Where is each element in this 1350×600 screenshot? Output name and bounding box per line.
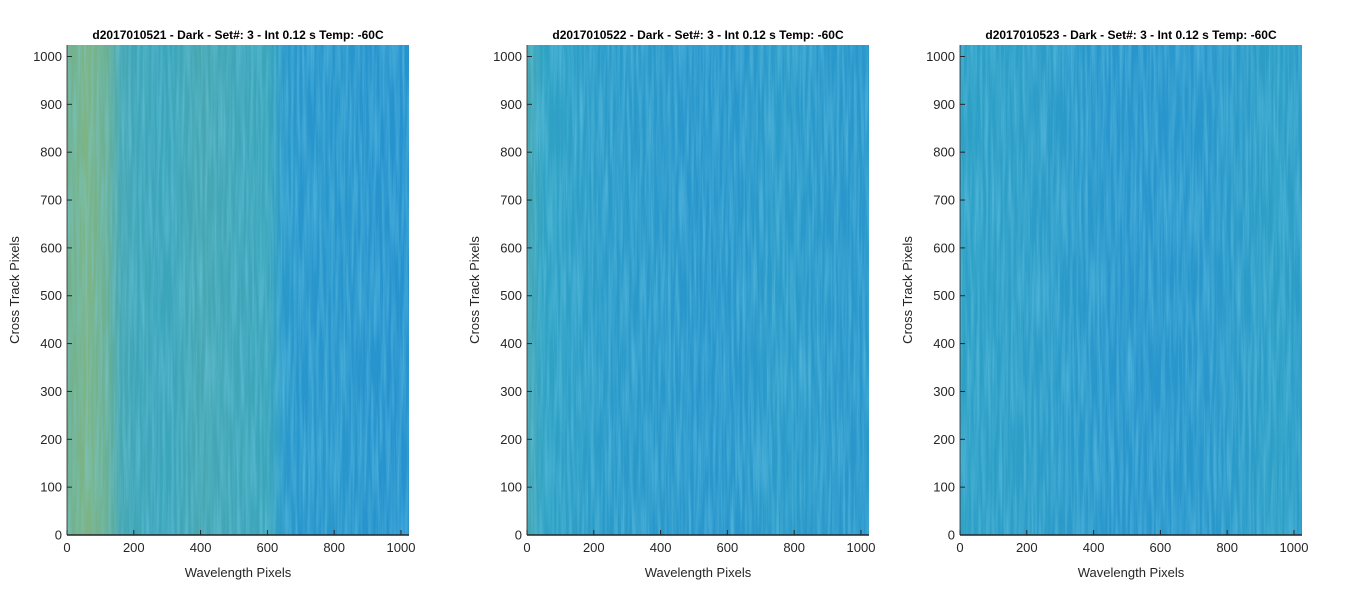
y-tick-label: 0	[55, 528, 62, 543]
x-axis-label-1: Wavelength Pixels	[185, 565, 292, 580]
noise-overlay-3	[960, 45, 1302, 535]
y-tick-label: 700	[933, 193, 955, 208]
subplot-3: d2017010523 - Dark - Set#: 3 - Int 0.12 …	[900, 28, 1308, 580]
y-tick-label: 300	[500, 384, 522, 399]
y-tick-label: 1000	[926, 49, 955, 64]
x-tick-label: 600	[717, 540, 739, 555]
y-ticks-1: 0 100 200 300 400 500 600 700 800 900 1000	[33, 49, 72, 543]
y-tick-label: 1000	[33, 49, 62, 64]
y-tick-label: 500	[40, 288, 62, 303]
y-tick-label: 600	[933, 240, 955, 255]
subplot-1: d2017010521 - Dark - Set#: 3 - Int 0.12 …	[7, 28, 415, 580]
x-tick-label: 800	[1216, 540, 1238, 555]
y-axis-label-3: Cross Track Pixels	[900, 236, 915, 344]
y-tick-label: 700	[40, 193, 62, 208]
x-tick-label: 200	[123, 540, 145, 555]
plot-title-1: d2017010521 - Dark - Set#: 3 - Int 0.12 …	[92, 28, 384, 42]
y-tick-label: 600	[40, 240, 62, 255]
y-tick-label: 300	[40, 384, 62, 399]
x-tick-label: 200	[1016, 540, 1038, 555]
y-ticks-3: 0 100 200 300 400 500 600 700 800 900 1000	[926, 49, 965, 543]
subplot-2: d2017010522 - Dark - Set#: 3 - Int 0.12 …	[467, 28, 875, 580]
y-tick-label: 700	[500, 193, 522, 208]
y-axis-label-1: Cross Track Pixels	[7, 236, 22, 344]
x-tick-label: 400	[1083, 540, 1105, 555]
x-tick-label: 800	[783, 540, 805, 555]
y-tick-label: 400	[933, 336, 955, 351]
x-axis-label-3: Wavelength Pixels	[1078, 565, 1185, 580]
y-tick-label: 800	[40, 145, 62, 160]
plot-title-2: d2017010522 - Dark - Set#: 3 - Int 0.12 …	[552, 28, 844, 42]
plot-title-3: d2017010523 - Dark - Set#: 3 - Int 0.12 …	[985, 28, 1277, 42]
x-tick-label: 0	[956, 540, 963, 555]
x-ticks-2: 0 200 400 600 800 1000	[523, 530, 875, 555]
y-tick-label: 500	[933, 288, 955, 303]
y-tick-label: 200	[40, 432, 62, 447]
y-tick-label: 100	[933, 480, 955, 495]
y-tick-label: 500	[500, 288, 522, 303]
y-tick-label: 600	[500, 240, 522, 255]
noise-overlay-2	[527, 45, 869, 535]
y-tick-label: 800	[500, 145, 522, 160]
x-tick-label: 600	[257, 540, 279, 555]
x-tick-label: 400	[650, 540, 672, 555]
y-tick-label: 900	[40, 97, 62, 112]
noise-overlay-1	[67, 45, 409, 535]
x-tick-label: 1000	[847, 540, 876, 555]
y-tick-label: 900	[500, 97, 522, 112]
x-tick-label: 400	[190, 540, 212, 555]
y-tick-label: 800	[933, 145, 955, 160]
y-tick-label: 0	[515, 528, 522, 543]
y-ticks-2: 0 100 200 300 400 500 600 700 800 900 1000	[493, 49, 532, 543]
x-tick-label: 0	[523, 540, 530, 555]
x-tick-label: 200	[583, 540, 605, 555]
x-tick-label: 600	[1150, 540, 1172, 555]
x-tick-label: 1000	[387, 540, 416, 555]
y-tick-label: 400	[40, 336, 62, 351]
x-tick-label: 1000	[1280, 540, 1309, 555]
x-ticks-3: 0 200 400 600 800 1000	[956, 530, 1308, 555]
y-axis-label-2: Cross Track Pixels	[467, 236, 482, 344]
y-tick-label: 200	[933, 432, 955, 447]
x-tick-label: 0	[63, 540, 70, 555]
y-tick-label: 1000	[493, 49, 522, 64]
x-ticks-1: 0 200 400 600 800 1000	[63, 530, 415, 555]
y-tick-label: 100	[40, 480, 62, 495]
y-tick-label: 900	[933, 97, 955, 112]
y-tick-label: 100	[500, 480, 522, 495]
x-tick-label: 800	[323, 540, 345, 555]
y-tick-label: 0	[948, 528, 955, 543]
x-axis-label-2: Wavelength Pixels	[645, 565, 752, 580]
y-tick-label: 300	[933, 384, 955, 399]
y-tick-label: 400	[500, 336, 522, 351]
y-tick-label: 200	[500, 432, 522, 447]
